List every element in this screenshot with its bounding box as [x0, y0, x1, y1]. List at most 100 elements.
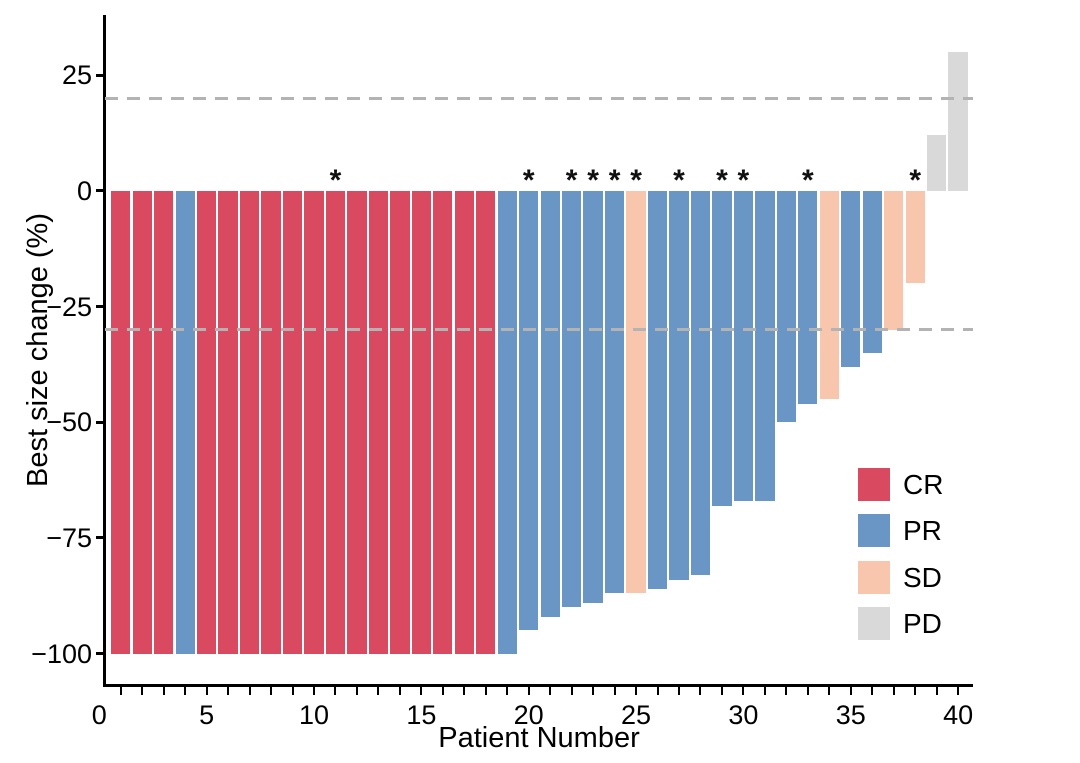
significance-asterisk-patient-30: * — [737, 163, 750, 197]
bar-patient-29 — [712, 190, 732, 506]
x-tick-4 — [184, 687, 187, 695]
y-axis-line — [103, 15, 106, 687]
bar-patient-25 — [626, 190, 646, 594]
x-tick-22 — [570, 687, 573, 695]
x-tick-25 — [635, 687, 638, 695]
x-tick-36 — [871, 687, 874, 695]
bar-patient-38 — [905, 190, 925, 284]
x-tick-3 — [162, 687, 165, 695]
significance-asterisk-patient-38: * — [909, 163, 921, 197]
significance-asterisk-patient-20: * — [522, 163, 535, 197]
plot-panel: * * * * * * * * * * * — [105, 15, 973, 686]
x-tick-38 — [914, 687, 917, 695]
x-tick-31 — [763, 687, 766, 695]
legend-label-sd: SD — [903, 561, 942, 593]
reference-line-upper — [105, 96, 973, 100]
x-tick-5 — [205, 687, 208, 695]
y-tick-label-0: 0 — [76, 175, 92, 206]
legend-label-cr: CR — [903, 469, 944, 500]
bar-patient-30 — [733, 190, 754, 501]
y-tick-label-25: 25 — [61, 60, 92, 91]
x-tick-32 — [785, 687, 788, 695]
x-tick-21 — [549, 687, 552, 695]
x-tick-28 — [699, 687, 702, 695]
bar-patient-36 — [862, 190, 882, 353]
x-tick-18 — [484, 687, 487, 695]
y-tick-label--75: −75 — [46, 522, 92, 553]
x-tick-label-35: 35 — [835, 700, 866, 730]
bar-patient-27 — [669, 190, 689, 580]
x-tick-12 — [355, 687, 358, 695]
x-tick-label-10: 10 — [298, 700, 330, 730]
x-tick-23 — [592, 687, 595, 695]
x-tick-8 — [270, 687, 273, 695]
x-tick-label-0: 0 — [91, 700, 107, 730]
bar-patient-1 — [111, 190, 131, 654]
y-tick--75 — [96, 536, 105, 540]
x-tick-2 — [141, 687, 144, 695]
x-tick-40 — [957, 687, 960, 695]
y-tick--100 — [96, 652, 105, 656]
x-tick-7 — [248, 687, 251, 695]
bar-patient-31 — [755, 190, 775, 501]
x-tick-27 — [677, 687, 680, 695]
significance-asterisk-patient-24: * — [608, 163, 621, 197]
significance-asterisk-patient-27: * — [673, 163, 685, 197]
x-axis-title: Patient Number — [438, 722, 640, 754]
bar-patient-11 — [325, 190, 346, 654]
x-tick-label-15: 15 — [406, 700, 437, 730]
bar-patient-34 — [819, 190, 839, 400]
y-tick--25 — [96, 305, 105, 309]
x-tick-label-40: 40 — [943, 700, 974, 730]
x-tick-6 — [227, 687, 230, 695]
y-tick-25 — [96, 73, 105, 77]
bar-patient-22 — [561, 190, 582, 608]
bar-patient-7 — [239, 190, 260, 654]
bar-patient-10 — [304, 190, 324, 654]
y-tick-0 — [96, 189, 105, 193]
bar-patient-21 — [540, 190, 560, 617]
bar-patient-40 — [948, 52, 968, 191]
legend-swatch-cr — [858, 468, 890, 501]
bar-patient-37 — [884, 190, 904, 330]
significance-asterisk-patient-33: * — [801, 163, 814, 197]
x-tick-16 — [441, 687, 444, 695]
x-tick-39 — [935, 687, 938, 695]
bar-patient-16 — [433, 190, 453, 654]
x-tick-10 — [313, 687, 315, 695]
x-tick-13 — [377, 687, 380, 695]
x-tick-11 — [334, 687, 337, 695]
x-tick-1 — [119, 687, 122, 695]
x-tick-20 — [527, 687, 530, 695]
x-tick-label-25: 25 — [621, 700, 652, 730]
y-axis-title: Best size change (%) — [22, 213, 54, 488]
x-tick-14 — [398, 687, 401, 695]
y-tick-label--50: −50 — [46, 407, 92, 438]
bar-patient-2 — [132, 190, 152, 654]
x-tick-label-20: 20 — [513, 700, 544, 730]
x-tick-label-5: 5 — [199, 700, 215, 730]
legend-swatch-sd — [858, 560, 890, 594]
y-tick-label--25: −25 — [46, 291, 92, 322]
bar-patient-28 — [690, 190, 711, 575]
bar-patient-15 — [411, 190, 431, 654]
legend-swatch-pd — [858, 607, 890, 640]
bar-patient-8 — [261, 190, 281, 654]
x-tick-35 — [849, 687, 852, 695]
bar-patient-17 — [454, 190, 474, 654]
significance-asterisk-patient-25: * — [630, 163, 642, 197]
bar-patient-32 — [776, 190, 796, 423]
x-tick-9 — [291, 687, 294, 695]
bar-patient-35 — [841, 190, 861, 367]
legend-label-pr: PR — [903, 515, 942, 547]
x-tick-34 — [828, 687, 831, 695]
bar-patient-26 — [647, 190, 668, 589]
x-tick-17 — [463, 687, 466, 695]
bar-patient-6 — [218, 190, 238, 654]
x-tick-29 — [720, 687, 723, 695]
y-tick--50 — [96, 420, 105, 424]
legend-swatch-pr — [858, 514, 890, 548]
reference-line-lower — [105, 328, 973, 332]
bar-patient-3 — [154, 190, 174, 654]
